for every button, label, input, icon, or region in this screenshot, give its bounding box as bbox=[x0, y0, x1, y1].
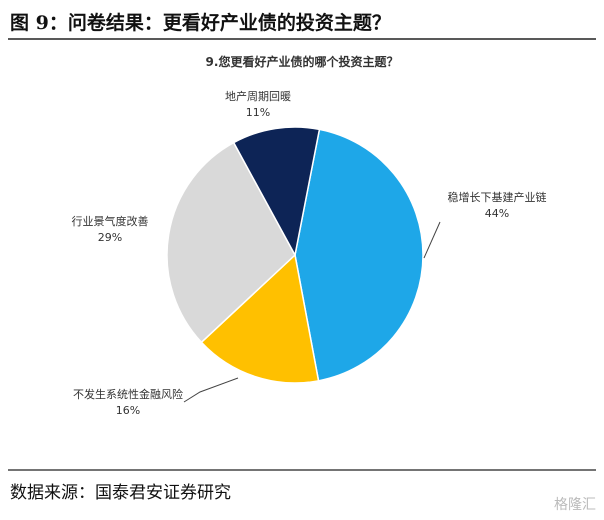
slice-label: 行业景气度改善 29% bbox=[55, 214, 165, 246]
leader-line bbox=[183, 377, 239, 403]
leader-line bbox=[423, 221, 441, 259]
watermark: 格隆汇 bbox=[554, 497, 596, 513]
pie-slice bbox=[166, 141, 296, 344]
value-label: 16% bbox=[115, 404, 141, 417]
category-label: 稳增长下基建产业链 bbox=[447, 191, 547, 204]
slice-label: 稳增长下基建产业链 44% bbox=[447, 190, 547, 222]
category-label: 行业景气度改善 bbox=[71, 215, 149, 228]
pie-slice bbox=[294, 128, 424, 382]
source: 数据来源：国泰君安证券研究 bbox=[10, 483, 231, 503]
slice-label: 地产周期回暖 11% bbox=[200, 89, 316, 121]
pie-slice bbox=[200, 253, 320, 384]
slice-label: 不发生系统性金融风险 16% bbox=[68, 387, 188, 419]
value-label: 29% bbox=[97, 231, 123, 244]
value-label: 44% bbox=[484, 207, 510, 220]
chart-title: 9.您更看好产业债的哪个投资主题？ bbox=[205, 55, 399, 69]
value-label: 11% bbox=[245, 106, 271, 119]
category-label: 地产周期回暖 bbox=[225, 90, 291, 103]
figure-title: 图 9：问卷结果：更看好产业债的投资主题？ bbox=[10, 12, 391, 34]
category-label: 不发生系统性金融风险 bbox=[73, 388, 183, 401]
pie-slice bbox=[232, 126, 321, 258]
pie bbox=[166, 126, 424, 384]
